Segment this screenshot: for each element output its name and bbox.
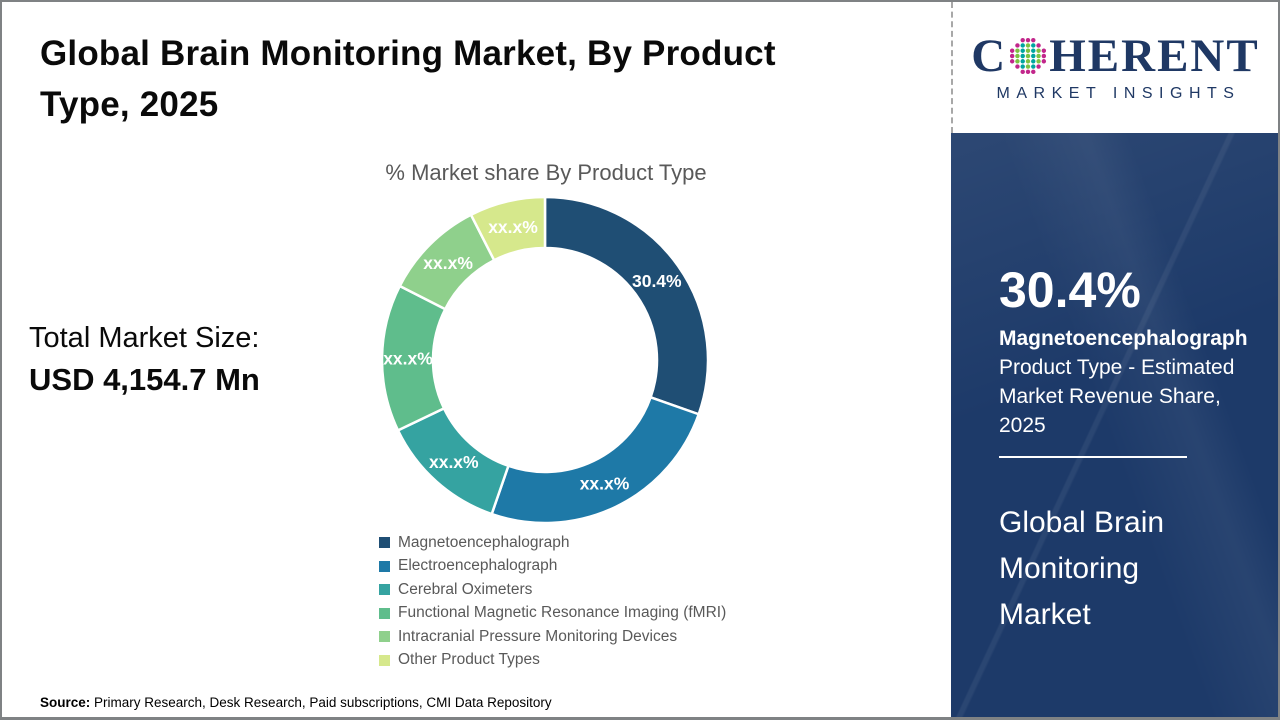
donut-segment-2: [490, 396, 700, 525]
divider-line: [999, 456, 1187, 458]
logo-letters: HERENT: [1049, 29, 1260, 82]
globe-dot: [1026, 37, 1031, 43]
page-title-line2: Type, 2025: [40, 85, 219, 124]
globe-dot: [1026, 48, 1031, 53]
logo-subtitle: MARKET INSIGHTS: [996, 84, 1241, 102]
legend-swatch: [379, 631, 390, 643]
sidebar-stat-description: Magnetoencephalograph Product Type - Est…: [999, 324, 1261, 440]
donut-segment-label-5: xx.x%: [423, 253, 473, 273]
globe-dot: [1041, 53, 1047, 59]
globe-dot: [1010, 59, 1015, 64]
globe-dot: [1010, 53, 1015, 59]
logo-wordmark: C HERENT: [971, 29, 1260, 82]
globe-dot: [1041, 48, 1047, 53]
globe-dot: [1031, 43, 1036, 48]
globe-dot: [1020, 53, 1026, 59]
globe-dot: [1020, 69, 1026, 75]
total-market-size: Total Market Size: USD 4,154.7 Mn: [29, 322, 260, 398]
brand-logo: C HERENT MARKET INSIGHTS: [951, 2, 1278, 133]
globe-dot: [1020, 37, 1026, 43]
legend-label: Cerebral Oximeters: [398, 580, 533, 598]
globe-dot: [1036, 48, 1041, 53]
chart-legend: Magnetoencephalograph Electroencephalogra…: [379, 533, 726, 670]
sidebar-market-name: Global Brain Monitoring Market: [999, 506, 1165, 631]
page-title: Global Brain Monitoring Market, By Produ…: [40, 28, 900, 130]
page-title-line1: Global Brain Monitoring Market, By Produ…: [40, 34, 776, 73]
globe-dot: [1026, 53, 1031, 59]
globe-dot: [1041, 59, 1047, 64]
globe-dot: [1031, 37, 1036, 43]
legend-item: Other Product Types: [379, 651, 726, 670]
sidebar: 30.4% Magnetoencephalograph Product Type…: [951, 133, 1278, 717]
globe-dot: [1031, 64, 1036, 69]
legend-item: Magnetoencephalograph: [379, 533, 726, 552]
legend-item: Cerebral Oximeters: [379, 580, 726, 599]
legend-swatch: [379, 537, 390, 548]
legend-label: Electroencephalograph: [398, 557, 558, 575]
legend-swatch: [379, 607, 390, 619]
donut-segment-label-2: xx.x%: [580, 473, 630, 493]
globe-dot: [1015, 64, 1020, 69]
legend-label: Intracranial Pressure Monitoring Devices: [398, 627, 678, 645]
legend-item: Functional Magnetic Resonance Imaging (f…: [379, 604, 726, 623]
globe-dot: [1036, 43, 1041, 48]
globe-dot: [1020, 48, 1026, 53]
globe-dot: [1026, 69, 1031, 75]
globe-dot: [1015, 43, 1020, 48]
legend-item: Intracranial Pressure Monitoring Devices: [379, 627, 726, 646]
donut-segment-label-1: 30.4%: [632, 271, 682, 291]
legend-label: Other Product Types: [398, 651, 540, 669]
globe-dot: [1031, 59, 1036, 64]
globe-dot: [1020, 43, 1026, 48]
legend-item: Electroencephalograph: [379, 557, 726, 576]
total-market-size-value: USD 4,154.7 Mn: [29, 362, 260, 397]
donut-segment-6: [469, 195, 547, 262]
globe-dot: [1031, 69, 1036, 75]
legend-swatch: [379, 654, 390, 666]
globe-dot: [1015, 59, 1020, 64]
globe-dot: [1020, 64, 1026, 69]
source-line: Source: Primary Research, Desk Research,…: [40, 695, 552, 710]
legend-label: Functional Magnetic Resonance Imaging (f…: [398, 604, 727, 622]
globe-dot: [1036, 59, 1041, 64]
total-market-size-label: Total Market Size:: [29, 322, 260, 354]
donut-segment-1: [543, 195, 710, 416]
globe-dot: [1036, 53, 1041, 59]
donut-segment-label-6: xx.x%: [488, 217, 538, 237]
sidebar-product-name: Magnetoencephalograph: [999, 327, 1248, 350]
globe-dot: [1026, 64, 1031, 69]
donut-segment-label-4: xx.x%: [383, 348, 433, 368]
legend-swatch: [379, 560, 390, 572]
globe-dots-icon: [1010, 37, 1047, 75]
sidebar-content: 30.4% Magnetoencephalograph Product Type…: [999, 133, 1261, 638]
globe-dot: [1020, 59, 1026, 64]
donut-segment-label-3: xx.x%: [429, 452, 479, 472]
globe-dot: [1031, 48, 1036, 53]
globe-dot: [1031, 53, 1036, 59]
globe-dot: [1010, 48, 1015, 53]
legend-swatch: [379, 584, 390, 596]
globe-dot: [1036, 64, 1041, 69]
globe-dot: [1026, 43, 1031, 48]
sidebar-stat-value: 30.4%: [999, 262, 1141, 318]
donut-chart: 30.4% xx.x% xx.x% xx.x% xx.x% xx.x%: [380, 195, 710, 525]
chart-title: % Market share By Product Type: [385, 160, 707, 185]
source-text: Primary Research, Desk Research, Paid su…: [90, 695, 552, 710]
globe-dot: [1015, 53, 1020, 59]
sidebar-stat-rest: Product Type - Estimated Market Revenue …: [999, 356, 1235, 437]
source-label: Source:: [40, 695, 91, 710]
globe-dot: [1026, 59, 1031, 64]
globe-dot: [1015, 48, 1020, 53]
logo-letter-c: C: [971, 29, 1008, 82]
legend-label: Magnetoencephalograph: [398, 533, 570, 551]
